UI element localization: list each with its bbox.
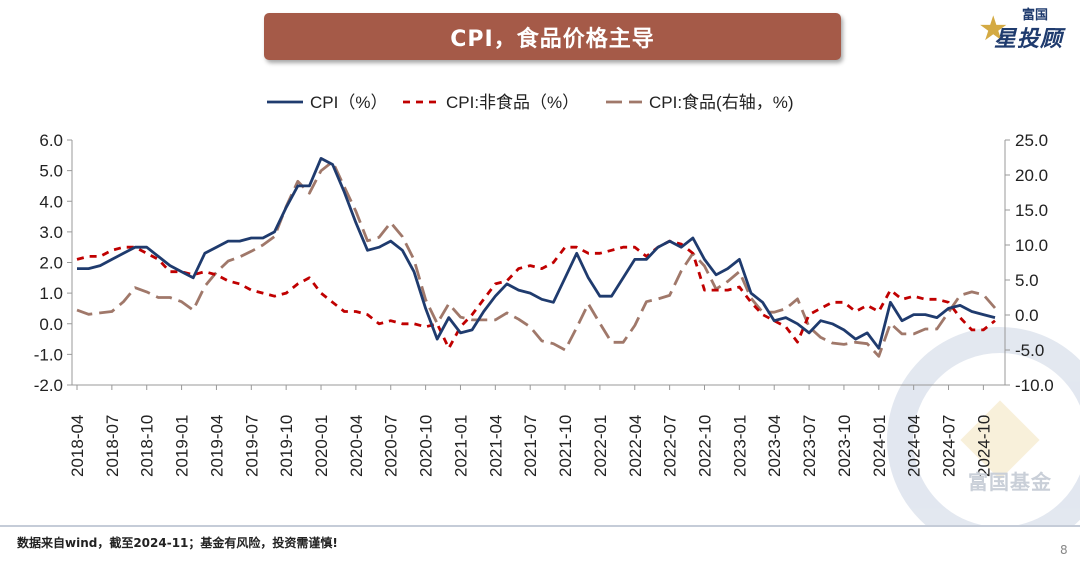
brand-logo: ★ 富国 星投顾 [978, 4, 1076, 56]
x-tick-label: 2024-10 [974, 415, 993, 477]
x-tick-label: 2020-04 [347, 415, 366, 477]
right-tick-label: 15.0 [1015, 201, 1048, 220]
left-tick-label: 0.0 [39, 315, 63, 334]
x-tick-label: 2021-04 [486, 415, 505, 477]
right-tick-label: -10.0 [1015, 376, 1054, 395]
x-tick-label: 2018-07 [103, 415, 122, 477]
chart: 6.0 5.0 4.0 3.0 2.0 1.0 0.0 -1.0 -2.0 25.0 20.0 15… [34, 93, 1080, 525]
right-tick-label: 10.0 [1015, 236, 1048, 255]
watermark-text: 富国基金 [968, 470, 1052, 494]
right-axis-ticks: 25.0 20.0 15.0 10.0 5.0 0.0 -5.0 -10.0 [1005, 131, 1054, 395]
left-tick-label: -2.0 [34, 376, 63, 395]
x-tick-label: 2020-10 [417, 415, 436, 477]
legend-label-1: CPI:非食品（%） [446, 93, 579, 112]
left-axis-ticks: 6.0 5.0 4.0 3.0 2.0 1.0 0.0 -1.0 -2.0 [34, 131, 72, 395]
series-line-1 [76, 239, 996, 350]
x-tick-label: 2020-01 [312, 415, 331, 477]
x-tick-label: 2023-10 [835, 415, 854, 477]
x-tick-label: 2019-04 [207, 415, 226, 477]
series-line-2 [76, 160, 997, 358]
x-tick-label: 2023-07 [800, 415, 819, 477]
left-tick-label: 2.0 [39, 254, 63, 273]
x-tick-label: 2024-01 [870, 415, 889, 477]
star-icon: ★ [978, 9, 1009, 49]
x-tick-label: 2023-01 [730, 415, 749, 477]
x-tick-label: 2022-01 [591, 415, 610, 477]
left-tick-label: 5.0 [39, 162, 63, 181]
series-line-0 [77, 156, 996, 350]
right-tick-label: 20.0 [1015, 166, 1048, 185]
footer-divider [0, 525, 1080, 527]
left-tick-label: 3.0 [39, 223, 63, 242]
x-tick-label: 2024-04 [905, 415, 924, 477]
legend: CPI（%） CPI:非食品（%） CPI:食品(右轴，%) [267, 93, 794, 112]
x-tick-label: 2018-10 [138, 415, 157, 477]
series-layer [76, 156, 997, 358]
legend-label-0: CPI（%） [310, 93, 387, 112]
left-tick-label: -1.0 [34, 345, 63, 364]
brand-top-text: 富国 [1022, 8, 1049, 23]
x-tick-label: 2021-01 [451, 415, 470, 477]
x-tick-label: 2021-10 [556, 415, 575, 477]
x-tick-label: 2020-07 [382, 415, 401, 477]
x-tick-label: 2019-01 [173, 415, 192, 477]
x-tick-label: 2019-07 [242, 415, 261, 477]
x-tick-label: 2021-07 [521, 415, 540, 477]
x-tick-label: 2023-04 [765, 415, 784, 477]
left-tick-label: 4.0 [39, 192, 63, 211]
right-tick-label: 0.0 [1015, 306, 1039, 325]
x-tick-label: 2024-07 [940, 415, 959, 477]
x-tick-label: 2022-04 [626, 415, 645, 477]
page-number: 8 [1060, 543, 1068, 557]
x-tick-label: 2019-10 [277, 415, 296, 477]
x-tick-label: 2022-07 [661, 415, 680, 477]
title-banner: CPI，食品价格主导 [264, 13, 841, 60]
left-tick-label: 6.0 [39, 131, 63, 150]
left-tick-label: 1.0 [39, 284, 63, 303]
right-tick-label: 25.0 [1015, 131, 1048, 150]
x-axis-ticks: 2018-04 2018-07 2018-10 2019-01 2019-04 2019-… [68, 385, 993, 477]
x-tick-label: 2018-04 [68, 415, 87, 477]
slide-title: CPI，食品价格主导 [450, 26, 655, 52]
right-tick-label: -5.0 [1015, 341, 1044, 360]
source-footnote: 数据来自wind，截至2024-11；基金有风险，投资需谨慎! [17, 536, 338, 550]
watermark-emblem-icon [887, 327, 1080, 525]
x-tick-label: 2022-10 [695, 415, 714, 477]
legend-label-2: CPI:食品(右轴，%) [649, 93, 794, 112]
right-tick-label: 5.0 [1015, 271, 1039, 290]
brand-main-text: 星投顾 [994, 27, 1064, 52]
